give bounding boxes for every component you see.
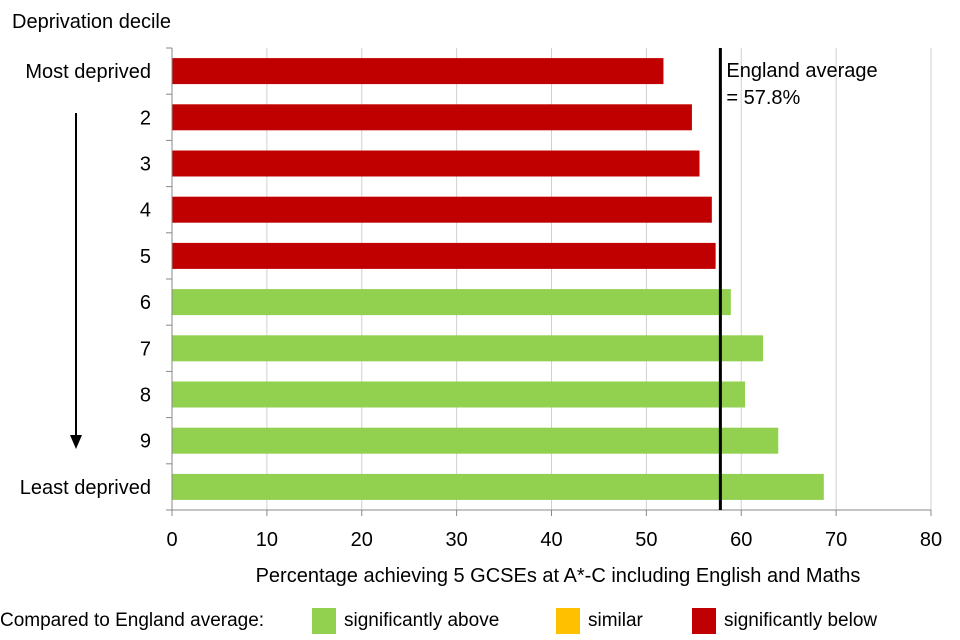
decile-direction-arrow	[70, 113, 82, 449]
bar	[172, 104, 692, 131]
bars	[172, 58, 824, 500]
category-label: 4	[140, 200, 151, 222]
x-tick-label: 70	[825, 529, 847, 551]
bar	[172, 289, 731, 316]
bar	[172, 196, 712, 223]
x-tick-label: 20	[351, 529, 373, 551]
legend-label-below: significantly below	[724, 610, 878, 631]
x-tick-label: 80	[920, 529, 942, 551]
bar	[172, 58, 664, 85]
bar	[172, 427, 779, 454]
x-tick-label: 10	[256, 529, 278, 551]
reference-label-line2: = 57.8%	[726, 87, 800, 109]
x-tick-label: 0	[166, 529, 177, 551]
legend-swatch-below	[692, 608, 716, 634]
chart: 0 10 20 30 40 50 60 70 80 Most deprived 2 3 4 5 6 7 8 9 L…	[12, 11, 942, 587]
x-tick-label: 50	[635, 529, 657, 551]
legend-swatch-above	[312, 608, 336, 634]
bar	[172, 473, 824, 500]
legend-title: Compared to England average:	[0, 610, 265, 631]
category-label: 2	[140, 107, 151, 129]
category-label: 9	[140, 431, 151, 453]
y-axis-title: Deprivation decile	[12, 11, 171, 33]
legend-label-similar: similar	[588, 610, 643, 631]
x-tick-label: 40	[540, 529, 562, 551]
category-label: 8	[140, 385, 151, 407]
x-tick-label: 60	[730, 529, 752, 551]
category-label: 3	[140, 154, 151, 176]
bar	[172, 242, 716, 269]
category-label: Least deprived	[20, 477, 151, 499]
x-tick-label: 30	[446, 529, 468, 551]
legend-swatch-similar	[556, 608, 580, 634]
category-labels: Most deprived 2 3 4 5 6 7 8 9 Least deprived	[20, 61, 151, 499]
category-label: 5	[140, 246, 151, 268]
x-ticks: 0 10 20 30 40 50 60 70 80	[166, 510, 942, 551]
category-label: 7	[140, 338, 151, 360]
reference-label-line1: England average	[726, 60, 877, 82]
category-label: 6	[140, 292, 151, 314]
bar	[172, 150, 700, 177]
legend-label-above: significantly above	[344, 610, 500, 631]
bar	[172, 381, 746, 408]
legend: Compared to England average: significant…	[0, 606, 960, 636]
x-axis-title: Percentage achieving 5 GCSEs at A*-C inc…	[256, 565, 861, 587]
bar	[172, 335, 764, 362]
category-label: Most deprived	[25, 61, 151, 83]
reference-line-group: England average = 57.8%	[718, 48, 878, 510]
